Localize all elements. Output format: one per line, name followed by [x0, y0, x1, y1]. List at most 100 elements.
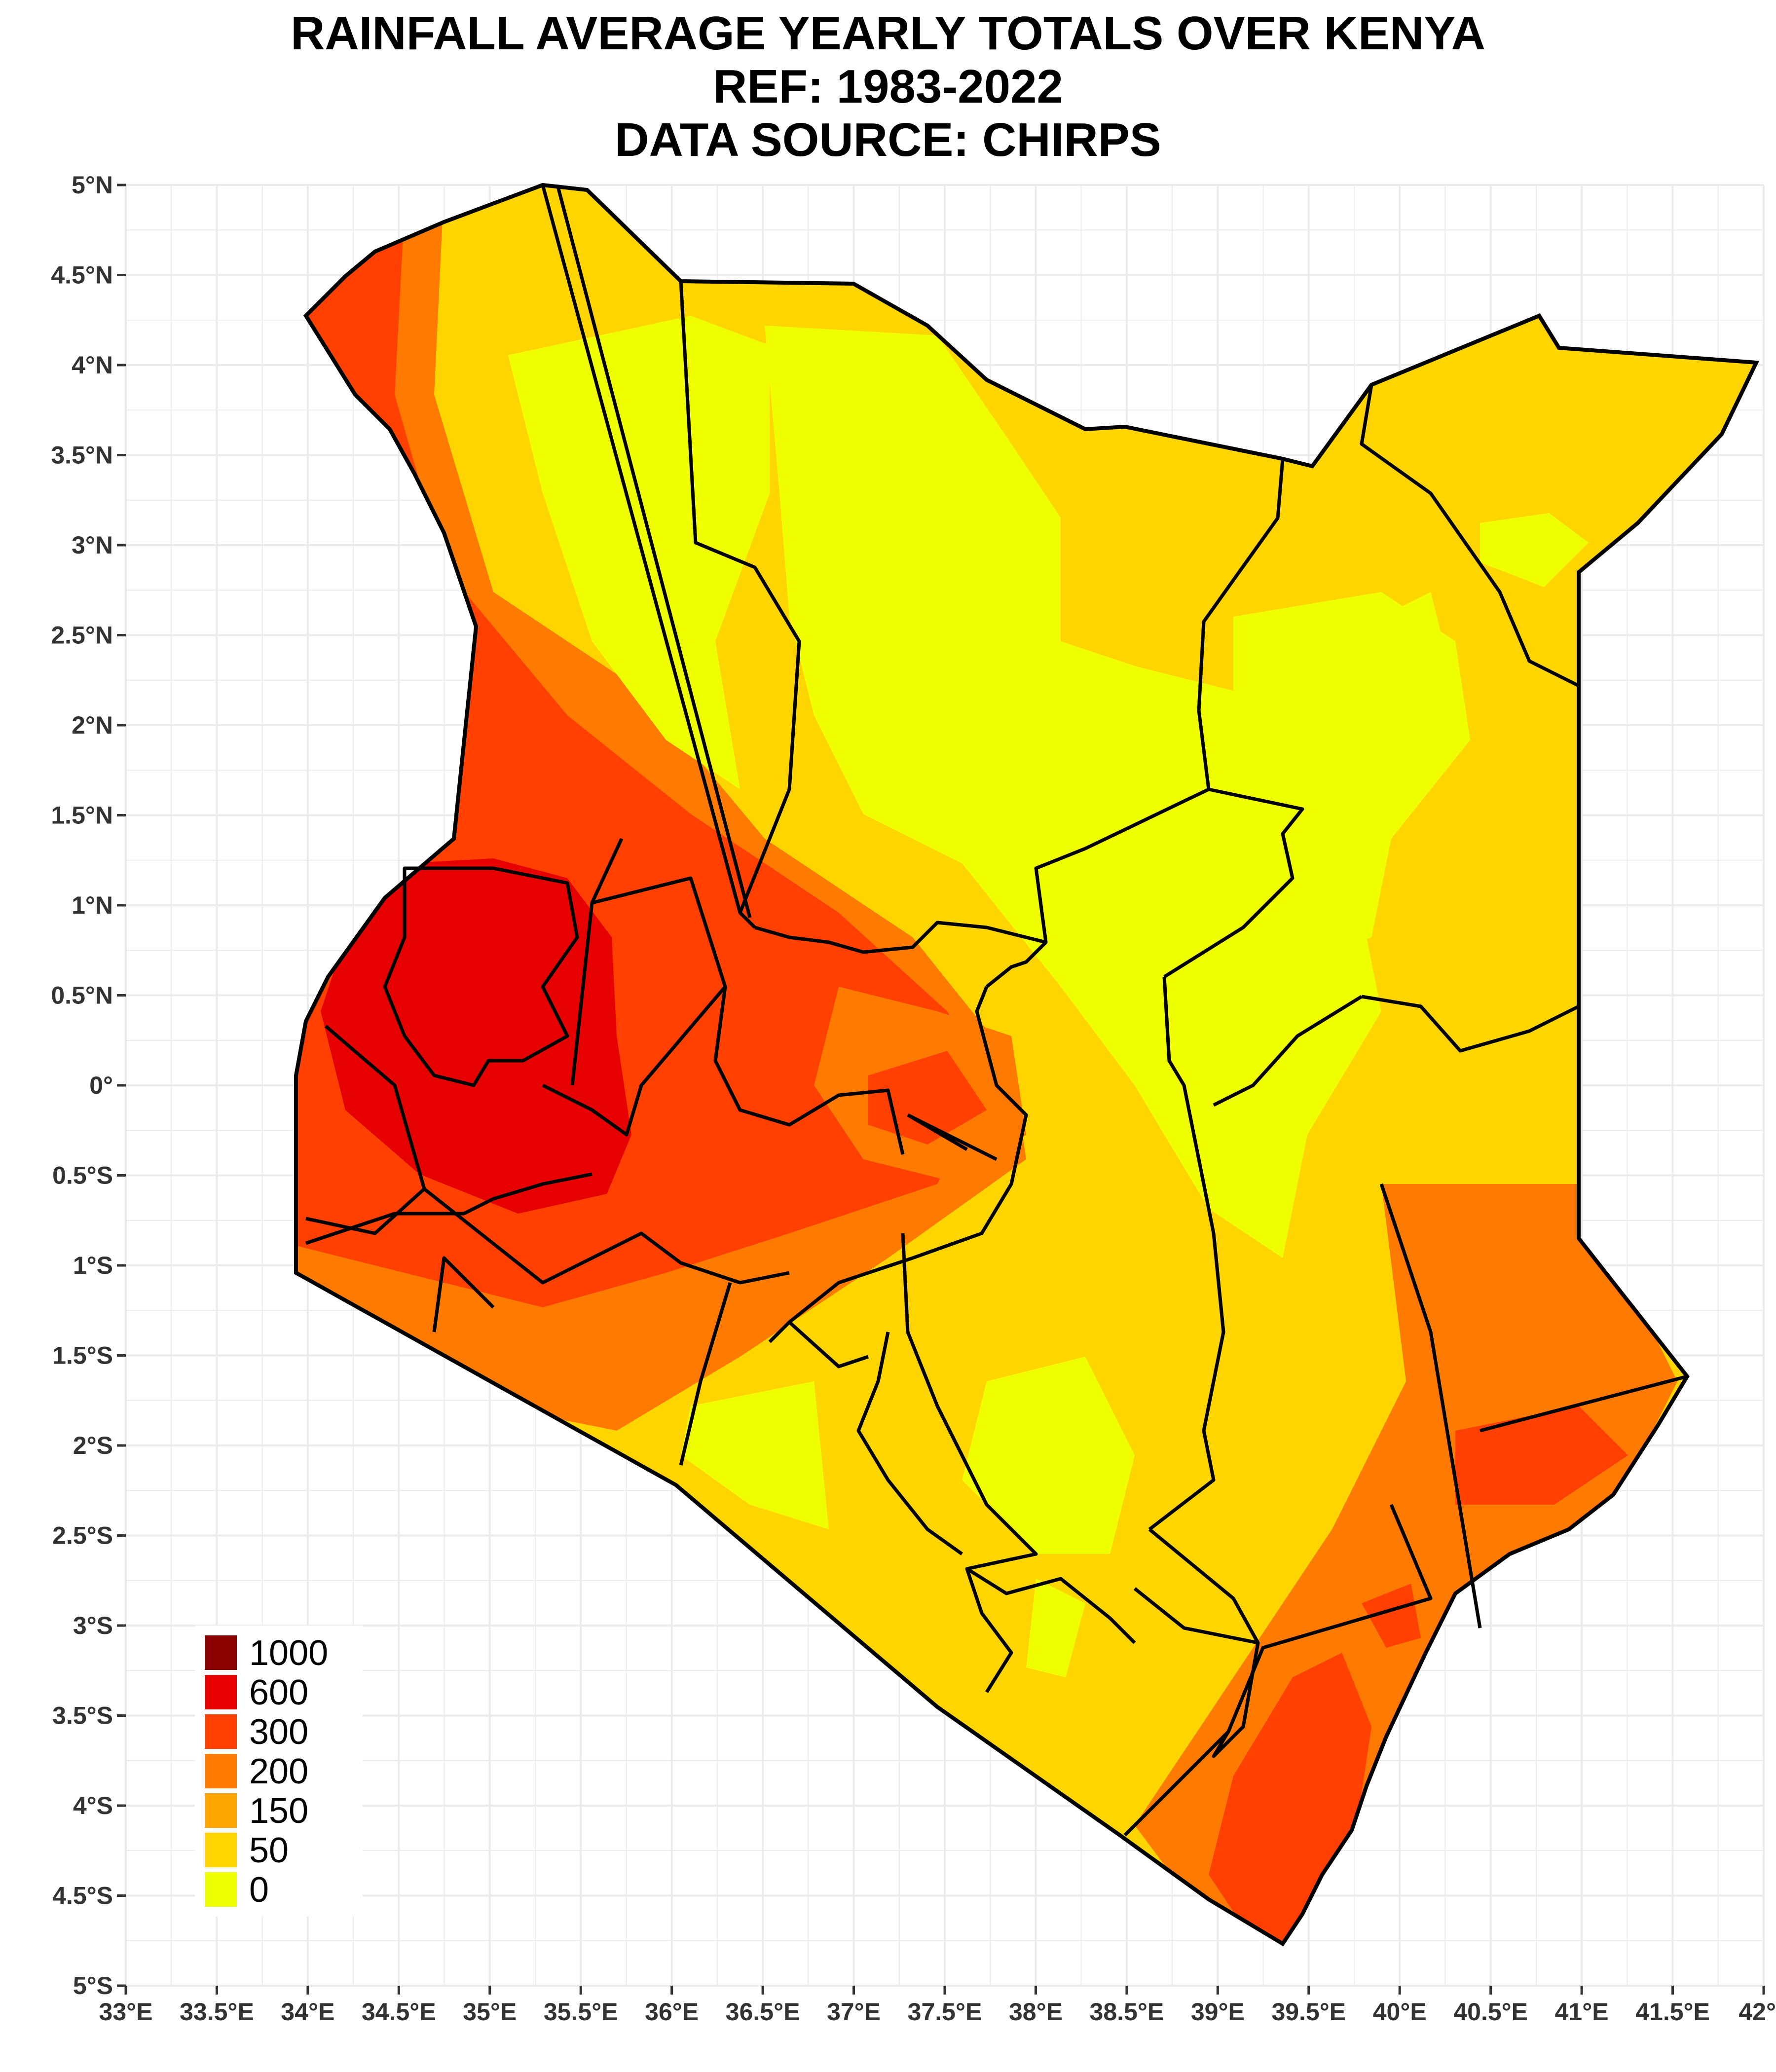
- map-title-line-2: REF: 1983-2022: [713, 60, 1063, 113]
- y-tick-label: 2.5°S: [52, 1522, 113, 1550]
- boundary-narok-migori: [432, 1256, 495, 1332]
- y-tick-label: 1.5°N: [51, 802, 113, 829]
- x-tick-label: 34°E: [281, 1998, 334, 2026]
- boundary-taita-north: [966, 1567, 1136, 1644]
- longitude-axis: 33°E 33.5°E 34°E 34.5°E 35°E 35.5°E 36°E 36.5°E…: [99, 1986, 1776, 2026]
- x-tick-label: 41.5°E: [1635, 1998, 1710, 2026]
- rainfall-zone-300-central: [868, 1051, 987, 1145]
- y-tick-label: 2°N: [72, 711, 113, 739]
- boundary-garissa-north: [1213, 995, 1363, 1107]
- x-tick-label: 33°E: [99, 1998, 153, 2026]
- y-tick-label: 0.5°S: [52, 1162, 113, 1189]
- rainfall-zone-0-north-east: [1233, 592, 1470, 962]
- boundary-mount-kenya-ray-2: [907, 1113, 968, 1151]
- boundary-kilifi: [1123, 1504, 1433, 1837]
- boundary-tana-river-east: [1379, 1183, 1482, 1628]
- boundary-meru: [768, 986, 1028, 1343]
- y-tick-label: 4.5°S: [52, 1882, 113, 1910]
- boundary-garissa-west: [1148, 976, 1225, 1531]
- legend-label: 300: [249, 1712, 308, 1752]
- legend-swatch: [205, 1754, 237, 1788]
- legend-label: 600: [249, 1673, 308, 1712]
- boundary-samburu-south: [754, 921, 1048, 988]
- rainfall-zone-0-south-west: [681, 1381, 829, 1529]
- x-tick-label: 37.5°E: [908, 1998, 982, 2026]
- y-tick-label: 2.5°N: [51, 622, 113, 649]
- legend-swatch: [205, 1714, 237, 1749]
- boundary-machakos: [856, 1332, 963, 1555]
- y-tick-label: 0°: [89, 1072, 113, 1099]
- rainfall-zone-0-south-central: [962, 1357, 1135, 1554]
- y-tick-label: 3.5°N: [51, 442, 113, 469]
- legend-label: 1000: [249, 1633, 328, 1673]
- rainfall-zone-0-north-central: [765, 326, 1455, 1258]
- x-tick-label: 40.5°E: [1453, 1998, 1528, 2026]
- map-title-line-3: DATA SOURCE: CHIRPS: [615, 113, 1161, 166]
- legend-swatch: [205, 1635, 237, 1670]
- y-tick-label: 1.5°S: [52, 1342, 113, 1369]
- x-tick-label: 40°E: [1373, 1998, 1427, 2026]
- x-tick-label: 38°E: [1009, 1998, 1063, 2026]
- y-tick-label: 1°S: [73, 1252, 113, 1279]
- y-tick-label: 4°N: [72, 351, 113, 379]
- y-tick-label: 2°S: [73, 1432, 113, 1459]
- county-boundaries: [305, 185, 1688, 1837]
- legend-label: 0: [249, 1870, 269, 1910]
- legend-label: 150: [249, 1791, 308, 1831]
- boundary-mandera-south: [1360, 384, 1580, 688]
- boundary-kajiado-west: [679, 1282, 732, 1466]
- boundary-nairobi: [788, 1321, 869, 1369]
- y-tick-label: 5°N: [72, 171, 113, 199]
- x-tick-label: 34.5°E: [362, 1998, 436, 2026]
- x-tick-label: 39°E: [1191, 1998, 1245, 2026]
- boundary-baringo: [592, 876, 905, 1155]
- x-tick-label: 39.5°E: [1271, 1998, 1346, 2026]
- legend-label: 200: [249, 1752, 308, 1791]
- legend-label: 50: [249, 1831, 289, 1870]
- y-tick-label: 0.5°N: [51, 982, 113, 1009]
- legend-swatch: [205, 1675, 237, 1709]
- rainfall-zone-300-lamu: [1455, 1406, 1628, 1505]
- boundary-isiolo-north: [1034, 787, 1210, 943]
- x-tick-label: 42°: [1739, 1998, 1776, 2026]
- boundary-wajir-south: [1361, 995, 1580, 1053]
- y-tick-label: 3°N: [72, 531, 113, 559]
- y-tick-label: 1°N: [72, 891, 113, 919]
- y-tick-label: 5°S: [73, 1972, 113, 1999]
- rainfall-zone-600-west: [321, 858, 631, 1214]
- legend-swatch: [205, 1833, 237, 1867]
- x-tick-label: 35.5°E: [544, 1998, 618, 2026]
- x-tick-label: 33.5°E: [180, 1998, 254, 2026]
- boundary-homa-bay: [305, 1172, 592, 1245]
- x-tick-label: 35°E: [463, 1998, 517, 2026]
- boundary-wajir-west: [1163, 458, 1304, 978]
- y-tick-label: 4.5°N: [51, 261, 113, 289]
- rainfall-zone-300-mid-coast: [1362, 1584, 1421, 1648]
- x-tick-label: 36.5°E: [726, 1998, 800, 2026]
- boundary-kwale: [1212, 1642, 1260, 1758]
- boundary-makueni: [901, 1233, 1038, 1693]
- legend-swatch: [205, 1872, 237, 1907]
- x-tick-label: 38.5°E: [1090, 1998, 1164, 2026]
- x-tick-label: 37°E: [827, 1998, 881, 2026]
- rainfall-zone-0-south-small: [1026, 1579, 1085, 1677]
- legend-swatch: [205, 1793, 237, 1828]
- y-tick-label: 3°S: [73, 1612, 113, 1639]
- x-tick-label: 36°E: [645, 1998, 699, 2026]
- latitude-axis: 5°N 4.5°N 4°N 3.5°N 3°N 2.5°N 2°N 1.5°N 1°N 0.5°N…: [51, 171, 126, 1999]
- boundary-marsabit-west: [679, 281, 801, 914]
- boundary-turkana-east-2: [555, 185, 752, 918]
- map-title-line-1: RAINFALL AVERAGE YEARLY TOTALS OVER KENY…: [291, 7, 1485, 60]
- boundary-narok-north: [423, 1187, 790, 1285]
- y-tick-label: 3.5°S: [52, 1702, 113, 1730]
- boundary-elgeyo: [542, 985, 727, 1137]
- boundary-trans-nzoia: [383, 866, 579, 1087]
- y-tick-label: 4°S: [73, 1792, 113, 1819]
- x-tick-label: 41°E: [1555, 1998, 1609, 2026]
- boundary-west-pokot: [570, 838, 624, 1086]
- rainfall-zone-0-north-west: [508, 316, 770, 789]
- boundary-lamu-north: [1480, 1374, 1688, 1433]
- rainfall-zone-0-far-north-east: [1480, 513, 1589, 587]
